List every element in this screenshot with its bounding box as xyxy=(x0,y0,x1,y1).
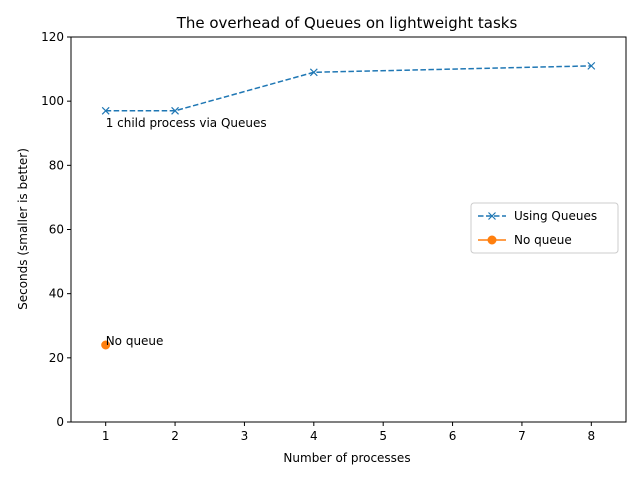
legend-marker xyxy=(488,212,496,220)
data-point xyxy=(587,61,596,70)
x-tick-label: 3 xyxy=(241,429,249,443)
x-tick-label: 7 xyxy=(518,429,526,443)
x-tick-label: 6 xyxy=(449,429,457,443)
y-tick-label: 120 xyxy=(41,30,64,44)
plot-frame xyxy=(70,36,627,423)
data-point xyxy=(101,340,111,350)
series-0 xyxy=(101,61,596,115)
plot-marks xyxy=(101,61,596,350)
annotation-text: No queue xyxy=(106,334,164,348)
x-tick-label: 5 xyxy=(379,429,387,443)
y-tick-label: 60 xyxy=(49,223,64,237)
x-tick-label: 8 xyxy=(587,429,595,443)
y-tick-label: 20 xyxy=(49,351,64,365)
series-line xyxy=(105,65,592,112)
legend-marker xyxy=(487,235,497,245)
y-tick-label: 0 xyxy=(56,415,64,429)
legend-label: Using Queues xyxy=(514,209,597,223)
y-tick-label: 40 xyxy=(49,287,64,301)
annotation-text: 1 child process via Queues xyxy=(106,116,267,130)
data-point xyxy=(309,68,318,77)
legend: Using Queues No queue xyxy=(470,202,619,254)
y-tick-label: 100 xyxy=(41,94,64,108)
y-tick-label: 80 xyxy=(49,158,64,172)
annotations: 1 child process via Queues No queue xyxy=(106,116,267,348)
series-1 xyxy=(101,340,111,350)
x-tick-label: 4 xyxy=(310,429,318,443)
x-tick-label: 1 xyxy=(102,429,110,443)
x-axis-label: Number of processes xyxy=(283,451,410,465)
x-tick-label: 2 xyxy=(171,429,179,443)
chart-title: The overhead of Queues on lightweight ta… xyxy=(176,14,518,32)
y-axis-label: Seconds (smaller is better) xyxy=(16,148,30,310)
data-point xyxy=(171,106,179,115)
data-point xyxy=(101,106,110,115)
legend-box xyxy=(470,202,619,254)
legend-label: No queue xyxy=(514,233,572,247)
